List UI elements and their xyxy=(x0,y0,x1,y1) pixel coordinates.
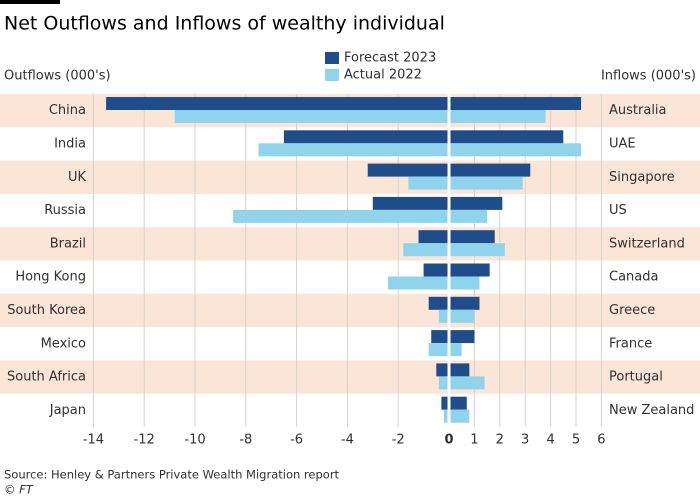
x-tick-label: 6 xyxy=(597,433,605,448)
left-category-label: India xyxy=(54,136,86,151)
right-category-label: New Zealand xyxy=(609,403,694,418)
x-tick-label: -4 xyxy=(341,433,354,448)
x-tick-label: -2 xyxy=(392,433,405,448)
credit: © FT xyxy=(4,483,34,497)
right-category-label: US xyxy=(609,203,627,218)
outflow-bar xyxy=(443,409,449,423)
inflow-bar xyxy=(449,330,475,344)
row-band xyxy=(0,227,700,261)
inflow-bar xyxy=(449,276,480,290)
outflow-bar xyxy=(174,110,449,123)
left-category-label: South Korea xyxy=(7,303,86,318)
right-category-label: Canada xyxy=(609,270,658,285)
right-category-label: Australia xyxy=(609,103,667,118)
row-band xyxy=(0,293,700,328)
inflow-bar xyxy=(449,263,490,277)
inflow-bar xyxy=(449,309,475,323)
outflow-bar xyxy=(428,296,449,310)
legend-label: Actual 2022 xyxy=(344,68,422,83)
inflow-bar xyxy=(449,296,480,310)
inflow-bar xyxy=(449,376,485,390)
legend-swatch xyxy=(325,69,339,81)
outflow-bar xyxy=(423,263,449,277)
legend-swatch xyxy=(325,52,339,64)
x-tick-label: 4 xyxy=(546,433,554,448)
outflow-bar xyxy=(372,196,449,210)
inflow-bar xyxy=(449,409,470,423)
left-category-label: Hong Kong xyxy=(15,270,86,285)
right-category-label: France xyxy=(609,336,652,351)
x-tick-label: 2 xyxy=(496,433,504,448)
outflow-bar xyxy=(436,363,449,377)
right-axis-label: Inflows (000's) xyxy=(601,69,696,84)
left-axis-label: Outflows (000's) xyxy=(4,69,111,84)
inflow-bar xyxy=(449,196,503,210)
outflow-bar xyxy=(431,330,449,344)
outflow-bar xyxy=(258,143,449,157)
left-category-label: Brazil xyxy=(50,236,86,251)
x-tick-label: 0 xyxy=(444,433,453,448)
outflow-bar xyxy=(408,176,449,190)
legend-label: Forecast 2023 xyxy=(344,51,436,66)
left-category-label: UK xyxy=(68,170,87,185)
right-category-label: Portugal xyxy=(609,370,663,385)
inflow-bar xyxy=(449,230,495,244)
inflow-bar xyxy=(449,110,546,123)
x-tick-label: -6 xyxy=(290,433,303,448)
inflow-bar xyxy=(449,143,582,157)
left-category-label: Japan xyxy=(49,403,86,418)
right-category-label: Greece xyxy=(609,303,655,318)
row-band xyxy=(0,160,700,194)
inflow-bar xyxy=(449,176,523,190)
inflow-bar xyxy=(449,163,531,177)
outflow-bar xyxy=(367,163,449,177)
left-category-label: South Africa xyxy=(7,370,86,385)
chart-title: Net Outflows and Inflows of wealthy indi… xyxy=(4,13,445,35)
brand-bar xyxy=(0,0,60,4)
inflow-bar xyxy=(449,97,582,110)
x-tick-label: -12 xyxy=(134,433,155,448)
x-tick-label: 3 xyxy=(521,433,529,448)
inflow-bar xyxy=(449,396,467,410)
inflow-bar xyxy=(449,343,462,357)
x-tick-label: -10 xyxy=(184,433,205,448)
inflow-bar xyxy=(449,130,564,144)
left-category-label: Russia xyxy=(44,203,86,218)
outflow-bar xyxy=(418,230,449,244)
outflow-bar xyxy=(233,209,449,223)
x-tick-label: -8 xyxy=(239,433,252,448)
x-tick-label: 5 xyxy=(572,433,580,448)
right-category-label: Switzerland xyxy=(609,236,685,251)
outflow-bar xyxy=(403,243,449,257)
outflow-bar xyxy=(441,396,449,410)
left-category-label: Mexico xyxy=(41,336,86,351)
right-category-label: Singapore xyxy=(609,170,675,185)
outflow-bar xyxy=(428,343,449,357)
x-tick-label: 1 xyxy=(470,433,478,448)
outflow-bar xyxy=(438,376,449,390)
inflow-bar xyxy=(449,209,488,223)
row-band xyxy=(0,360,700,394)
outflow-bar xyxy=(106,97,449,110)
outflow-bar xyxy=(283,130,449,144)
source: Source: Henley & Partners Private Wealth… xyxy=(4,468,340,482)
outflow-bar xyxy=(388,276,449,290)
x-tick-label: -14 xyxy=(83,433,104,448)
outflow-bar xyxy=(438,309,449,323)
right-category-label: UAE xyxy=(609,136,636,151)
inflow-bar xyxy=(449,243,505,257)
inflow-bar xyxy=(449,363,470,377)
left-category-label: China xyxy=(49,103,86,118)
